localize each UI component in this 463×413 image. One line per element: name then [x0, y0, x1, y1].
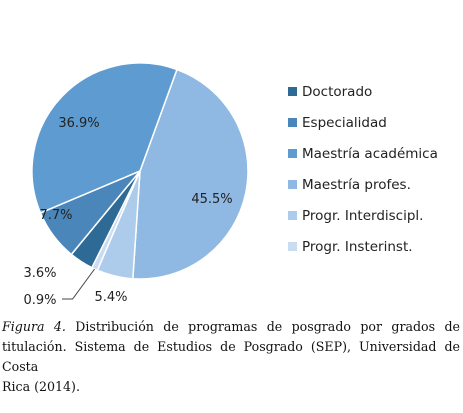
- caption-text-1: Distribución de programas de posgrado po…: [65, 319, 460, 334]
- legend-label-especialidad: Especialidad: [302, 115, 387, 131]
- pie-slices: [31, 62, 249, 280]
- data-label-progr-insterinst-: 0.9%: [23, 293, 56, 308]
- pie-chart: 45.5% 5.4% 0.9% 3.6% 7.7% 36.9% Doctorado Espe…: [23, 62, 438, 308]
- legend-swatch-progr-insterinst-: [288, 242, 297, 251]
- data-label-maestr-a-acad-mica: 36.9%: [58, 116, 99, 131]
- data-labels: 45.5% 5.4% 0.9% 3.6% 7.7% 36.9%: [23, 116, 232, 308]
- legend-swatch-maestr-a-acad-mica: [288, 149, 297, 158]
- figure-caption: Figura 4. Distribución de programas de p…: [2, 317, 460, 397]
- legend-swatch-especialidad: [288, 118, 297, 127]
- pie-slice-maestr-a-profes-: [132, 68, 249, 280]
- legend-label-doctorado: Doctorado: [302, 84, 372, 100]
- legend-label-maestr-a-profes-: Maestría profes.: [302, 177, 411, 193]
- legend-label-maestr-a-acad-mica: Maestría académica: [302, 146, 438, 162]
- data-label-progr-interdiscipl-: 5.4%: [94, 290, 127, 305]
- legend-label-progr-interdiscipl-: Progr. Interdiscipl.: [302, 208, 423, 224]
- data-label-doctorado: 3.6%: [23, 266, 56, 281]
- leader-line-progr-insterinst: [62, 268, 95, 300]
- legend-label-progr-insterinst-: Progr. Insterinst.: [302, 239, 413, 255]
- legend-swatch-maestr-a-profes-: [288, 180, 297, 189]
- legend-swatch-doctorado: [288, 87, 297, 96]
- caption-line-1: Figura 4. Distribución de programas de p…: [2, 317, 460, 337]
- legend: Doctorado Especialidad Maestría académica M…: [288, 84, 438, 255]
- legend-swatch-progr-interdiscipl-: [288, 211, 297, 220]
- leader-lines: [62, 268, 95, 300]
- caption-line-3: Rica (2014).: [2, 379, 80, 394]
- pie-slice-maestr-a-acad-mica: [31, 62, 178, 214]
- data-label-maestr-a-profes-: 45.5%: [191, 192, 232, 207]
- figure-label: Figura 4.: [2, 319, 66, 334]
- caption-line-2: titulación. Sistema de Estudios de Posgr…: [2, 339, 460, 374]
- data-label-especialidad: 7.7%: [39, 208, 72, 223]
